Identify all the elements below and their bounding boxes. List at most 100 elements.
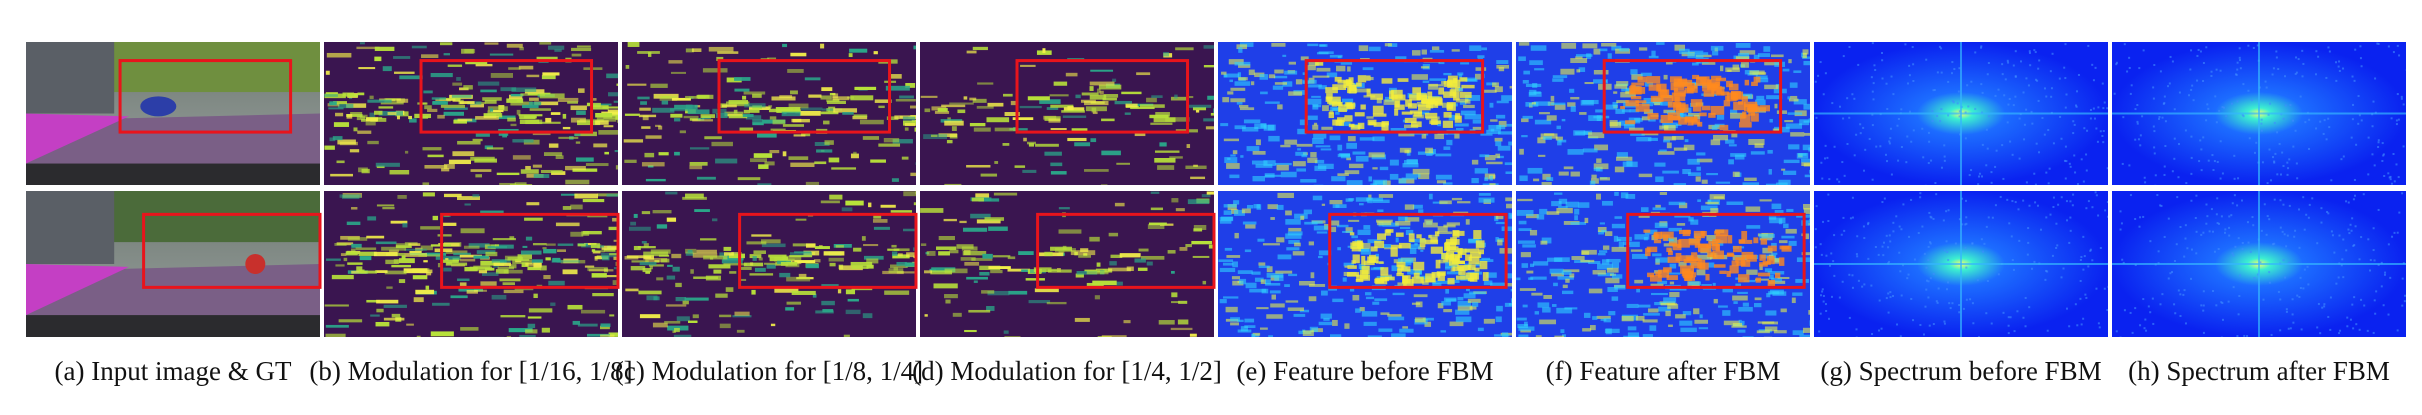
noise [2353,296,2356,299]
texture [1614,191,1619,196]
texture [847,298,859,302]
texture [1803,204,1810,210]
noise [1814,246,1817,249]
noise [1908,235,1911,238]
texture [831,167,857,170]
texture [1776,182,1788,185]
noise [1951,100,1954,103]
texture [399,75,423,80]
texture [1368,46,1381,52]
texture [1365,296,1375,300]
noise [1859,132,1862,135]
noise [2219,140,2222,143]
texture [734,311,750,316]
hot-spot [1692,74,1700,80]
texture [1300,179,1317,183]
noise [2395,163,2398,166]
texture [1802,55,1807,59]
texture [1251,271,1261,275]
texture [737,177,761,181]
texture [665,304,687,307]
noise [2215,121,2218,124]
texture [1443,224,1456,228]
noise [2195,252,2198,255]
texture [1771,277,1783,282]
texture [693,276,718,279]
hot-spot [1346,272,1360,277]
noise [2107,215,2108,218]
hot-spot [1715,229,1729,237]
noise [2178,143,2181,146]
texture [1359,307,1365,312]
texture [1329,135,1341,141]
noise [1871,42,1874,45]
hot-spot [1684,87,1694,94]
texture [1626,241,1640,248]
noise [2225,115,2228,118]
texture [1382,244,1392,249]
texture [1631,253,1648,259]
noise [2238,47,2241,50]
texture [1380,312,1390,315]
texture [696,249,717,254]
texture [351,243,362,248]
texture [1792,330,1804,336]
hot-spot [1739,122,1752,128]
noise [1822,93,1825,96]
hot-spot [1706,244,1712,249]
texture [966,164,991,168]
noise [2263,203,2266,206]
noise [2115,330,2118,333]
texture [1004,336,1021,337]
texture [1223,296,1239,299]
noise [1890,173,1893,176]
texture [1318,85,1327,90]
texture [1002,93,1013,97]
texture [1130,106,1155,110]
noise [1899,270,1902,273]
noise [2285,308,2288,311]
texture [1309,326,1319,333]
noise [2170,271,2173,274]
texture [1075,94,1081,99]
texture [1527,167,1543,174]
texture [508,264,517,269]
noise [1965,298,1968,301]
texture [345,251,358,256]
noise [2400,95,2403,98]
texture [924,108,931,113]
texture [1498,131,1512,135]
texture [358,269,365,274]
highlight-box [419,59,594,134]
noise [2256,273,2259,276]
noise [2119,336,2122,337]
hot-spot [1424,239,1439,245]
texture [729,271,737,274]
noise [1902,264,1905,267]
hot-spot [1731,260,1739,267]
noise [2397,176,2400,179]
texture [799,110,821,116]
texture [1710,208,1719,213]
noise [1878,299,1881,302]
texture [1102,97,1117,101]
texture [1401,177,1417,180]
noise [2352,327,2355,330]
texture [1495,221,1506,225]
noise [1976,279,1979,282]
noise [2289,327,2292,330]
texture [1592,270,1606,275]
noise [2382,153,2385,156]
hot-spot [1482,272,1489,281]
texture [624,159,637,163]
noise [1929,241,1932,244]
texture [1332,319,1338,326]
texture [1557,139,1562,146]
texture [968,309,991,313]
texture [874,99,892,103]
noise [2302,287,2305,290]
texture [1522,244,1536,248]
texture [1341,98,1354,103]
texture [1311,95,1321,98]
texture [1498,67,1505,72]
